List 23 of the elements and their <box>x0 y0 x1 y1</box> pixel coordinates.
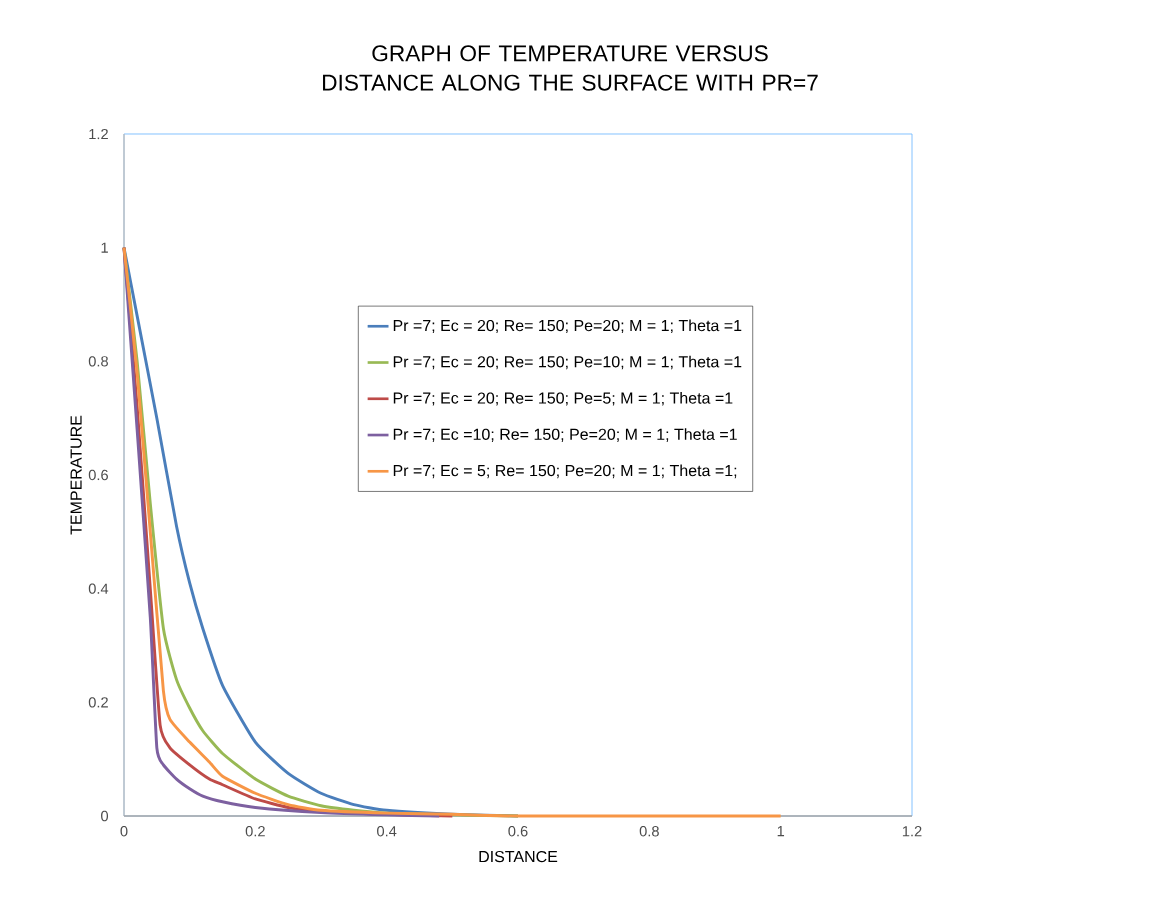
x-tick-label: 0.2 <box>245 826 265 837</box>
x-tick-label: 0.8 <box>639 826 659 837</box>
line-series <box>122 246 783 818</box>
y-tick-label: 0.8 <box>88 356 108 367</box>
y-tick-label: 0.6 <box>88 469 108 481</box>
legend-label: Pr =7; Ec =10; Re= 150; Pe=20; M = 1; Theta =1 <box>393 428 737 442</box>
x-tick-label: 0.6 <box>508 826 528 837</box>
x-tick-label: 0 <box>120 826 128 837</box>
legend-label: Pr =7; Ec = 5; Re= 150; Pe=20; M = 1; Theta =1; <box>393 464 737 479</box>
chart-title: GRAPH OF TEMPERATURE VERSUS DISTANCE ALONG THE SURFACE WITH PR=7 <box>323 45 818 91</box>
y-tick-label: 0.4 <box>88 583 109 594</box>
y-tick-label: 0 <box>101 810 109 822</box>
y-tick-label: 1 <box>101 242 108 253</box>
legend-label: Pr =7; Ec = 20; Re= 150; Pe=20; M = 1; Theta =1 <box>393 319 742 334</box>
y-axis-title: TEMPERATURE <box>70 415 82 535</box>
legend-label: Pr =7; Ec = 20; Re= 150; Pe=5; M = 1; Theta =1 <box>393 391 733 406</box>
x-tick-label: 1 <box>777 826 785 837</box>
y-tick-label: 0.2 <box>88 697 108 708</box>
y-tick-label: 1.2 <box>89 128 108 140</box>
x-tick-label: 1.2 <box>902 826 922 837</box>
legend-label: Pr =7; Ec = 20; Re= 150; Pe=10; M = 1; Theta =1 <box>393 355 742 370</box>
x-tick-label: 0.4 <box>377 826 397 837</box>
x-axis-title: DISTANCE <box>479 850 558 863</box>
